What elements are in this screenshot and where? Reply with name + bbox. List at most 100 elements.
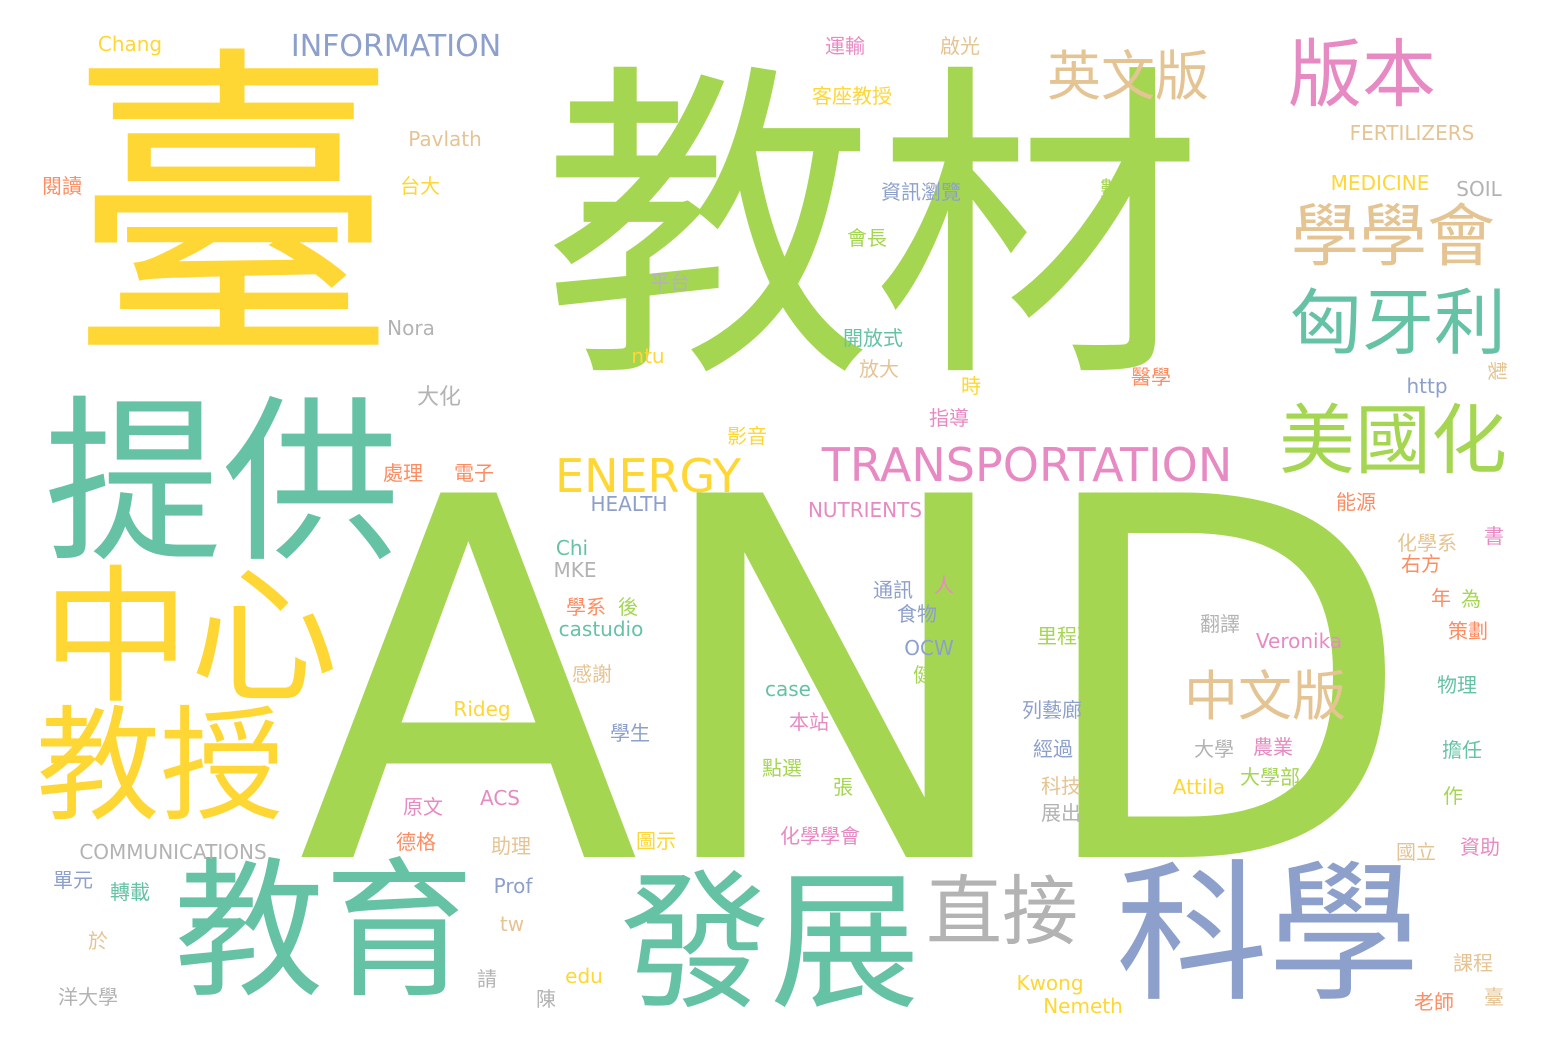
word-nora: Nora: [387, 318, 435, 338]
word-ganxie: 感謝: [572, 664, 612, 684]
word-zhidao: 指導: [929, 408, 969, 428]
word-qiguang: 啟光: [940, 36, 980, 56]
word-yuedu: 閱讀: [42, 176, 82, 196]
word-meiguohua: 美國化: [1279, 403, 1507, 479]
word-chi: Chi: [556, 538, 588, 558]
word-youfang: 右方: [1401, 554, 1441, 574]
word-yuanwen: 原文: [403, 797, 443, 817]
word-kezuo-jiaoshou: 客座教授: [812, 86, 892, 106]
word-kexue: 科學: [1116, 859, 1420, 1011]
word-zhuanzai: 轉載: [110, 882, 150, 902]
word-kwong: Kwong: [1016, 973, 1083, 993]
word-health: HEALTH: [590, 494, 667, 514]
word-xuexuehui: 學學會: [1291, 204, 1495, 272]
word-zuo: 作: [1443, 786, 1463, 806]
word-dianxuan: 點選: [762, 758, 802, 778]
word-yangdaxue: 洋大學: [58, 987, 118, 1007]
word-laoshi: 老師: [1414, 992, 1454, 1012]
word-zhijie: 直接: [926, 874, 1078, 950]
word-pavlath: Pavlath: [408, 129, 482, 149]
word-ren: 人: [934, 575, 954, 595]
word-zixun-liulan: 資訊瀏覽: [881, 182, 961, 202]
word-tai-large: 臺: [68, 47, 398, 377]
word-cehua: 策劃: [1448, 621, 1488, 641]
word-tongxun: 通訊: [873, 580, 913, 600]
word-huaxue-xuehui: 化學學會: [780, 826, 860, 846]
word-fangda: 放大: [859, 359, 899, 379]
word-zhang: 張: [833, 777, 853, 797]
word-fazhan: 發展: [620, 869, 920, 1019]
word-wei: 為: [1461, 589, 1481, 609]
word-nian: 年: [1431, 588, 1451, 608]
word-mke: MKE: [553, 560, 596, 580]
word-kecheng: 課程: [1453, 953, 1493, 973]
word-nengyuan: 能源: [1336, 492, 1376, 512]
word-zhi: 製: [1487, 361, 1507, 381]
word-zizhu: 資助: [1460, 837, 1500, 857]
word-zhongwenban: 中文版: [1184, 670, 1346, 724]
word-kaifangshi: 開放式: [843, 328, 903, 348]
word-banben: 版本: [1288, 38, 1436, 112]
word-soil: SOIL: [1456, 179, 1501, 199]
word-zhongxin: 中心: [42, 564, 338, 712]
word-jiaoshou: 教授: [36, 705, 284, 829]
word-rideg: Rideg: [453, 699, 510, 719]
word-acs: ACS: [480, 788, 520, 808]
word-shu: 書: [1484, 526, 1504, 546]
word-edu: edu: [565, 966, 603, 986]
word-daxuebu: 大學部: [1240, 767, 1300, 787]
word-pingtai: 平台: [650, 272, 690, 292]
word-http: http: [1406, 376, 1447, 396]
word-ocw: OCW: [904, 638, 953, 658]
word-tw: tw: [500, 914, 524, 934]
word-lichengbei: 里程碑: [1037, 626, 1097, 646]
word-hou: 後: [618, 597, 638, 617]
word-benzhan: 本站: [789, 712, 829, 732]
word-dianzi: 電子: [454, 463, 494, 483]
word-chuli: 處理: [383, 463, 423, 483]
word-shuwei: 數位: [1100, 178, 1140, 198]
word-nutrients: NUTRIENTS: [808, 500, 922, 520]
word-keji: 科技: [1041, 776, 1081, 796]
word-guoli: 國立: [1396, 842, 1436, 862]
word-tai-small: 臺: [1484, 987, 1504, 1007]
word-huaxuexi: 化學系: [1397, 533, 1457, 553]
word-ntu: ntu: [631, 346, 664, 366]
word-tigong: 提供: [44, 395, 400, 573]
word-yixue: 醫學: [1131, 367, 1171, 387]
word-prof: Prof: [494, 876, 533, 896]
word-qing: 請: [477, 969, 497, 989]
word-castudio: castudio: [559, 619, 644, 639]
word-transportation: TRANSPORTATION: [822, 442, 1233, 488]
word-yingyin: 影音: [727, 426, 767, 446]
word-shi: 時: [961, 376, 981, 396]
word-communications: COMMUNICATIONS: [79, 842, 266, 862]
word-medicine: MEDICINE: [1331, 173, 1430, 193]
word-dege: 德格: [396, 832, 436, 852]
word-zhanchu: 展出: [1041, 803, 1081, 823]
word-jiaoyu: 教育: [174, 857, 474, 1007]
word-nongye: 農業: [1253, 737, 1293, 757]
word-zhuli: 助理: [491, 836, 531, 856]
word-xiongyali: 匈牙利: [1290, 287, 1506, 359]
word-information: INFORMATION: [291, 32, 501, 62]
word-yu: 於: [88, 931, 108, 951]
word-shiwu: 食物: [897, 604, 937, 624]
word-daxue: 大學: [1194, 739, 1234, 759]
word-wuli: 物理: [1437, 675, 1477, 695]
word-chen: 陳: [536, 989, 556, 1009]
word-jingguo: 經過: [1033, 739, 1073, 759]
word-attila: Attila: [1173, 777, 1225, 797]
word-taida: 台大: [400, 176, 440, 196]
word-case: case: [765, 679, 811, 699]
word-yingwenban: 英文版: [1047, 50, 1209, 104]
word-fertilizers: FERTILIZERS: [1350, 123, 1475, 143]
word-huizhang: 會長: [847, 228, 887, 248]
word-danren: 擔任: [1442, 740, 1482, 760]
word-dahua: 大化: [417, 387, 461, 409]
word-jiankang: 健康: [913, 665, 953, 685]
word-veronika: Veronika: [1256, 631, 1342, 651]
word-tushi: 圖示: [636, 831, 676, 851]
word-lieyilang: 列藝廊: [1022, 700, 1082, 720]
